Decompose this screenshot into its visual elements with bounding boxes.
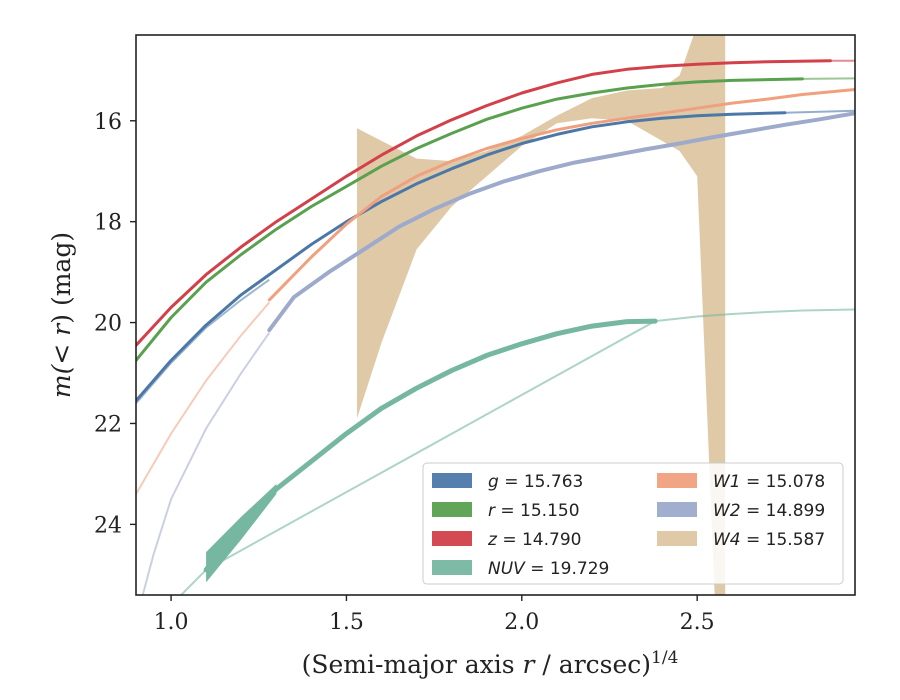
legend-label-w2: W2 = 14.899 [713, 501, 825, 521]
x-tick-label: 2.5 [680, 610, 715, 635]
legend-label-r: r = 15.150 [488, 501, 580, 521]
plot-area [136, 35, 855, 595]
x-tick-label: 1.0 [154, 610, 189, 635]
x-axis-label-unit: / arcsec) [534, 650, 651, 679]
series-nuv-line [203, 318, 658, 573]
x-axis-label: (Semi-major axis r / arcsec)1/4 [302, 648, 679, 679]
x-axis-label-exp: 1/4 [651, 648, 678, 668]
legend-swatch-w2 [657, 502, 697, 517]
legend-label-w4: W4 = 15.587 [713, 530, 825, 550]
series-r-extension [802, 77, 855, 80]
y-tick-label: 22 [94, 412, 122, 437]
axis-ticks: 1.0 1.5 2.0 2.5 16 18 20 22 24 [94, 110, 715, 635]
legend-label-nuv: NUV = 19.729 [488, 559, 609, 579]
y-tick-label: 24 [94, 513, 122, 538]
y-axis-label-pre: m( [47, 363, 76, 398]
legend: g = 15.763 r = 15.150 z = 14.790 NUV = 19.7… [422, 462, 844, 585]
series-w4-band [357, 35, 726, 595]
legend-swatch-w1 [657, 473, 697, 488]
legend-label-g: g = 15.763 [488, 472, 583, 492]
x-tick-label: 2.0 [504, 610, 539, 635]
y-tick-label: 18 [94, 211, 122, 236]
series-r-line [136, 77, 804, 362]
series-nuv-error-band [206, 484, 277, 583]
series-w1-line [267, 88, 855, 302]
series-z-line [136, 59, 832, 347]
legend-swatch-r [432, 502, 472, 517]
series-w1-faint-line [136, 301, 271, 495]
legend-label-z: z = 14.790 [487, 530, 581, 550]
plot-frame [135, 34, 856, 596]
y-tick-label: 20 [94, 312, 122, 337]
legend-swatch-nuv [432, 560, 472, 575]
y-axis-label-var: < r [47, 322, 76, 365]
series-w2-faint-line [141, 332, 271, 595]
series-g-line [136, 111, 787, 403]
legend-swatch-z [432, 531, 472, 546]
x-axis-label-main: (Semi-major axis [302, 650, 523, 679]
y-axis-label: m(< r) (mag) [47, 232, 76, 398]
x-axis-label-var: r [523, 650, 537, 679]
y-axis-label-post: ) (mag) [47, 232, 76, 324]
legend-swatch-w4 [657, 531, 697, 546]
legend-swatch-g [432, 473, 472, 488]
series-g-extension [784, 109, 855, 114]
legend-box [422, 462, 844, 585]
x-tick-label: 1.5 [329, 610, 364, 635]
y-tick-label: 16 [94, 110, 122, 135]
series-nuv-extension [179, 308, 855, 595]
legend-label-w1: W1 = 15.078 [713, 472, 825, 492]
series-w2-line [267, 111, 855, 333]
series-g-faint-line [136, 278, 270, 404]
